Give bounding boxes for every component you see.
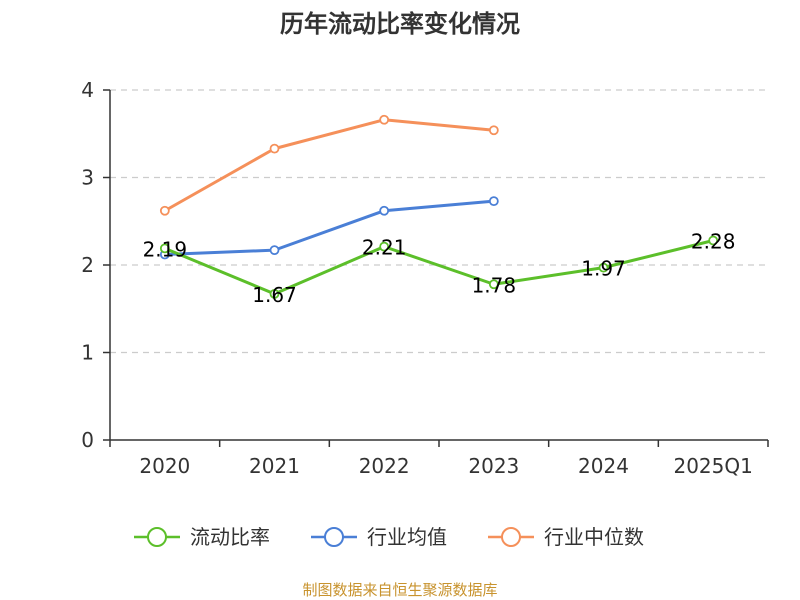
data-point-2-1: [269, 143, 280, 154]
source-note: 制图数据来自恒生聚源数据库: [302, 581, 497, 599]
y-tick-label-0: 0: [81, 428, 94, 452]
series-line-2: [164, 118, 494, 213]
y-tick-label-4: 4: [81, 78, 94, 102]
data-point-0-0: [159, 243, 170, 254]
data-label-0-2: 2.21: [362, 236, 407, 260]
data-point-0-5: [708, 235, 719, 246]
series-line-1: [164, 199, 494, 256]
data-point-2-3: [488, 125, 499, 136]
legend-marker-2: [501, 527, 521, 547]
legend-marker-1: [324, 527, 344, 547]
data-label-0-0: 2.19: [143, 237, 188, 261]
series-line-0: [164, 239, 714, 296]
data-point-1-1: [269, 245, 280, 256]
data-point-2-2: [379, 114, 390, 125]
data-label-0-5: 2.28: [691, 230, 736, 254]
data-label-0-3: 1.78: [472, 273, 517, 297]
data-point-0-2: [379, 241, 390, 252]
data-label-0-4: 1.97: [581, 257, 626, 281]
x-tick-label-2023: 2023: [468, 454, 519, 478]
x-tick-label-2024: 2024: [578, 454, 629, 478]
legend-marker-0: [147, 527, 167, 547]
data-labels: 2.19 1.67 2.21 1.78 1.97 2.28: [143, 230, 736, 307]
legend: 流动比率 行业均值 行业中位数: [134, 525, 644, 549]
gridlines: [110, 89, 768, 354]
legend-label-1: 行业均值: [367, 525, 447, 549]
x-tick-label-2021: 2021: [249, 454, 300, 478]
data-point-0-1: [269, 288, 280, 299]
legend-label-0: 流动比率: [190, 525, 270, 549]
axes: 0 1 2 3 4 2020 2021 2022 2023 2024 2025Q1: [81, 78, 769, 478]
data-point-0-3: [488, 279, 499, 290]
data-point-0-4: [598, 262, 609, 273]
chart-title: 历年流动比率变化情况: [280, 10, 520, 38]
x-tick-label-2025Q1: 2025Q1: [673, 454, 752, 478]
data-point-1-2: [379, 205, 390, 216]
data-point-1-3: [488, 196, 499, 207]
y-tick-label-3: 3: [81, 166, 94, 190]
x-tick-label-2020: 2020: [139, 454, 190, 478]
y-tick-label-1: 1: [81, 341, 94, 365]
data-label-0-1: 1.67: [252, 283, 297, 307]
y-tick-label-2: 2: [81, 253, 94, 277]
data-point-2-0: [159, 205, 170, 216]
x-tick-label-2022: 2022: [359, 454, 410, 478]
series-lines: [159, 114, 719, 299]
legend-label-2: 行业中位数: [544, 525, 644, 549]
